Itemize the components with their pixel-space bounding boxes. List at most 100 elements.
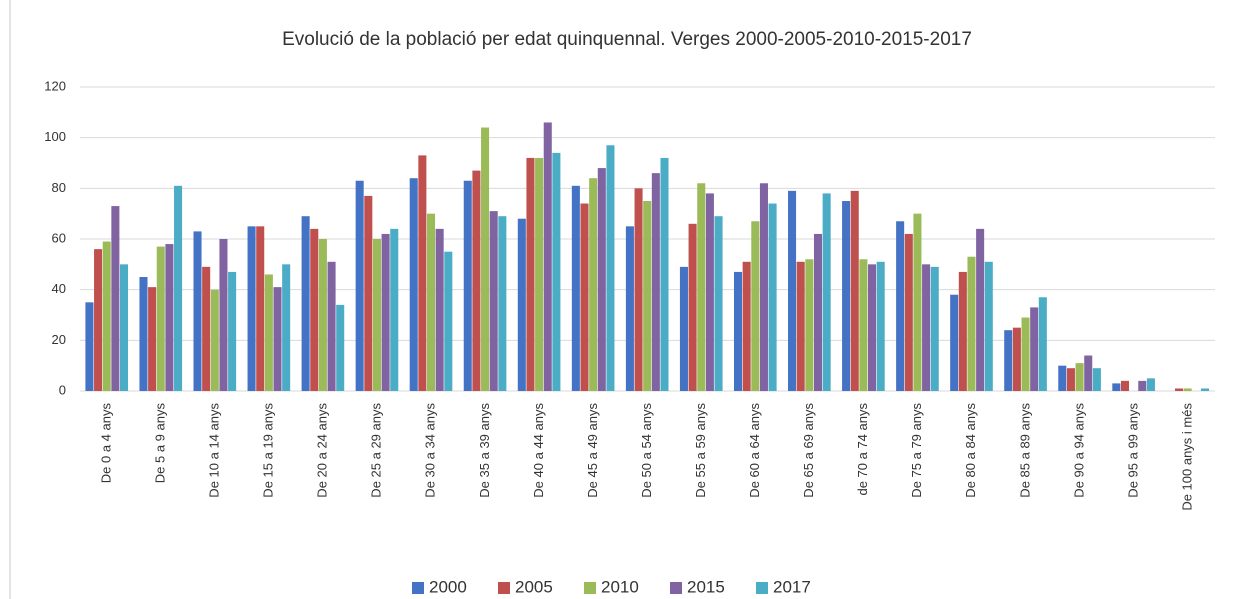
bar — [751, 221, 760, 391]
bar — [85, 302, 94, 391]
bar — [526, 157, 535, 391]
bar — [922, 264, 931, 391]
bar — [896, 221, 905, 391]
y-tick-label: 60 — [52, 230, 66, 245]
legend-label: 2005 — [515, 577, 553, 596]
bar — [264, 274, 273, 391]
bar — [390, 228, 399, 391]
x-tick-label: De 75 a 79 anys — [909, 403, 924, 498]
bar — [310, 228, 319, 391]
legend-swatch — [412, 582, 424, 594]
legend-swatch — [584, 582, 596, 594]
x-tick-label: De 10 a 14 anys — [207, 403, 222, 498]
bar — [759, 183, 768, 391]
legend-swatch — [670, 582, 682, 594]
bar — [597, 168, 606, 391]
bar — [282, 264, 291, 391]
bar — [984, 261, 993, 391]
bar — [444, 251, 453, 391]
bar — [625, 226, 634, 391]
bar — [174, 185, 183, 391]
bar — [697, 183, 706, 391]
bar — [842, 201, 851, 391]
bar — [1120, 380, 1130, 391]
bar — [976, 228, 985, 391]
bar — [742, 261, 751, 391]
bar — [119, 264, 129, 391]
x-tick-label: De 20 a 24 anys — [315, 403, 330, 498]
bar — [409, 178, 418, 391]
bar — [156, 246, 165, 391]
bar — [1092, 368, 1101, 391]
bar — [651, 173, 660, 391]
bar — [850, 190, 859, 391]
bar — [535, 157, 544, 391]
bar — [381, 233, 390, 391]
bar — [580, 203, 589, 391]
bar — [1146, 378, 1155, 391]
bar — [1038, 297, 1047, 391]
bar — [193, 231, 202, 391]
bar — [679, 266, 688, 391]
x-tick-label: De 60 a 64 anys — [747, 403, 762, 498]
y-tick-label: 40 — [52, 281, 66, 296]
bar — [805, 259, 814, 391]
bar — [1138, 380, 1147, 391]
y-tick-label: 20 — [52, 332, 66, 347]
x-tick-label: De 50 a 54 anys — [639, 403, 654, 498]
y-tick-label: 80 — [52, 180, 66, 195]
legend-swatch — [756, 582, 768, 594]
bar — [102, 241, 111, 391]
x-tick-label: De 40 a 44 anys — [531, 403, 546, 498]
y-tick-label: 120 — [44, 78, 66, 93]
bar — [796, 261, 805, 391]
legend-label: 2017 — [773, 577, 811, 596]
x-tick-label: De 45 a 49 anys — [585, 403, 600, 498]
bar — [688, 223, 697, 391]
y-tick-label: 100 — [44, 129, 66, 144]
x-tick-label: De 5 a 9 anys — [153, 403, 168, 484]
x-tick-label: De 0 a 4 anys — [98, 403, 113, 484]
bar — [463, 180, 472, 391]
bar — [868, 264, 877, 391]
bar — [301, 216, 310, 391]
bar — [705, 193, 714, 391]
bar — [606, 145, 615, 391]
bar — [643, 201, 652, 391]
bar — [543, 122, 552, 391]
bar — [822, 193, 831, 391]
bar — [426, 213, 436, 391]
bar — [768, 203, 777, 391]
x-tick-label: De 15 a 19 anys — [261, 403, 276, 498]
legend-label: 2000 — [429, 577, 467, 596]
bar — [589, 178, 598, 391]
bar — [1075, 363, 1084, 391]
bar — [571, 185, 580, 391]
bar — [318, 239, 327, 391]
x-tick-label: De 25 a 29 anys — [369, 403, 384, 498]
bar — [1004, 330, 1013, 391]
x-tick-label: De 85 a 89 anys — [1017, 403, 1032, 498]
bar — [219, 239, 228, 391]
bar — [967, 256, 976, 391]
legend-label: 2010 — [601, 577, 639, 596]
bar — [148, 287, 157, 391]
legend-label: 2015 — [687, 577, 725, 596]
bar — [418, 155, 427, 391]
bar — [210, 289, 219, 391]
bar — [958, 271, 967, 391]
bar — [165, 244, 174, 391]
x-tick-label: De 30 a 34 anys — [423, 403, 438, 498]
bar — [1021, 317, 1030, 391]
bar — [364, 195, 373, 391]
bar — [950, 294, 959, 391]
bar — [1175, 388, 1184, 391]
bar — [813, 233, 823, 391]
bar — [733, 271, 743, 391]
bar — [1058, 365, 1067, 391]
bar — [247, 226, 256, 391]
bar — [1183, 388, 1192, 391]
bar — [256, 226, 265, 391]
bar — [355, 180, 364, 391]
